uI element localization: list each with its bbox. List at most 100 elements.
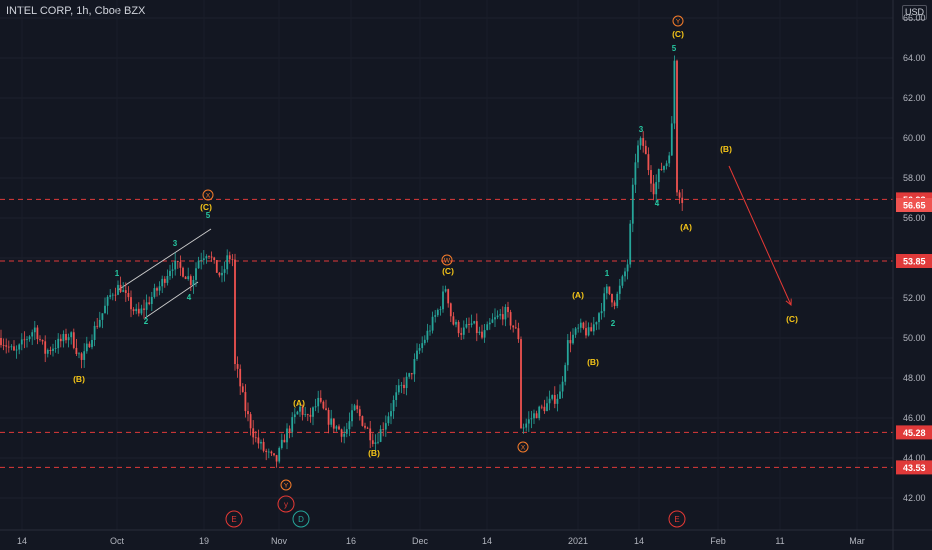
candle-body — [499, 314, 502, 316]
circle-label-ring — [517, 441, 529, 453]
candle-body — [184, 276, 187, 280]
candle-body — [611, 294, 613, 303]
candle-body — [195, 268, 197, 280]
candle-body — [343, 433, 346, 437]
candle-body — [442, 291, 444, 310]
candle-body — [392, 400, 395, 412]
candle-body — [322, 401, 325, 409]
candle-body — [585, 328, 587, 336]
candle-body — [44, 341, 47, 354]
candle-body — [681, 197, 684, 203]
candle-body — [257, 437, 260, 444]
candle-body — [345, 429, 348, 434]
candle-body — [377, 441, 379, 443]
candle-body — [239, 368, 242, 387]
candle-body — [338, 426, 340, 430]
candle-body — [335, 426, 338, 429]
projection-arrow-line — [728, 165, 791, 305]
candle-body — [465, 324, 468, 328]
y-tick-label: 56.00 — [903, 213, 926, 223]
candle-body — [270, 451, 273, 454]
candle-body — [111, 294, 114, 296]
candle-body — [639, 138, 642, 146]
candle-body — [93, 325, 96, 340]
candle-body — [49, 349, 52, 351]
candle-body — [460, 333, 463, 335]
candle-body — [478, 331, 481, 334]
candle-body — [663, 166, 665, 170]
y-tick-label: 60.00 — [903, 133, 926, 143]
candle-body — [587, 327, 590, 336]
candle-body — [395, 392, 398, 401]
candle-body — [486, 324, 489, 331]
sub-wave-label: 3 — [639, 125, 644, 134]
wave-label: (B) — [720, 144, 732, 154]
candle-body — [124, 290, 127, 294]
candle-body — [301, 406, 304, 415]
candle-body — [348, 421, 351, 430]
candle-body — [319, 397, 322, 402]
candle-body — [504, 306, 507, 320]
candle-body — [517, 328, 520, 340]
candle-body — [18, 344, 21, 350]
candle-body — [36, 327, 39, 340]
circle-label-text: E — [674, 515, 679, 524]
candle-body — [171, 269, 174, 271]
circle-label-text: W — [444, 258, 451, 265]
candle-body — [553, 395, 556, 404]
x-tick-label: 19 — [199, 536, 209, 546]
candle-body — [366, 427, 369, 429]
candle-body — [559, 391, 561, 399]
candle-body — [650, 170, 652, 184]
candle-body — [540, 406, 543, 408]
candle-body — [296, 411, 299, 415]
candle-body — [413, 359, 416, 375]
candle-body — [288, 428, 291, 432]
candle-body — [512, 325, 515, 328]
circle-label-ring — [225, 510, 243, 528]
candle-body — [158, 286, 161, 291]
candle-body — [483, 330, 486, 338]
candle-body — [101, 313, 104, 320]
circle-label-ring — [668, 510, 686, 528]
candle-body — [327, 409, 330, 425]
currency-badge[interactable]: USD — [902, 5, 927, 20]
candle-body — [670, 123, 673, 156]
candle-body — [54, 348, 57, 349]
circle-label-ring — [202, 189, 214, 201]
candle-body — [676, 60, 678, 193]
candle-body — [572, 334, 574, 344]
candle-body — [130, 297, 132, 310]
candle-body — [356, 405, 359, 410]
circle-label-text: Y — [676, 19, 681, 26]
candle-body — [33, 327, 36, 333]
candle-body — [491, 319, 494, 323]
x-tick-label: 11 — [775, 536, 784, 546]
candle-body — [117, 284, 119, 295]
candle-body — [361, 416, 364, 426]
candle-body — [213, 257, 216, 261]
candle-body — [169, 270, 171, 277]
candle-body — [2, 345, 5, 346]
candle-body — [634, 162, 637, 185]
candle-body — [57, 338, 60, 349]
candle-body — [91, 339, 93, 348]
candle-body — [444, 289, 447, 292]
candle-body — [262, 441, 265, 451]
price-level-badge — [896, 254, 932, 268]
candle-body — [608, 286, 611, 295]
candle-body — [62, 334, 65, 342]
candle-body — [200, 260, 203, 261]
candle-body — [114, 294, 117, 296]
wave-label: (A) — [293, 398, 305, 408]
circle-label-text: y — [284, 500, 288, 509]
candle-body — [530, 418, 533, 420]
candle-body — [652, 183, 655, 195]
candle-body — [603, 293, 606, 312]
y-tick-label: 64.00 — [903, 53, 926, 63]
candle-body — [104, 305, 106, 314]
candle-body — [231, 259, 234, 261]
candle-body — [304, 414, 307, 416]
candle-body — [551, 395, 554, 399]
